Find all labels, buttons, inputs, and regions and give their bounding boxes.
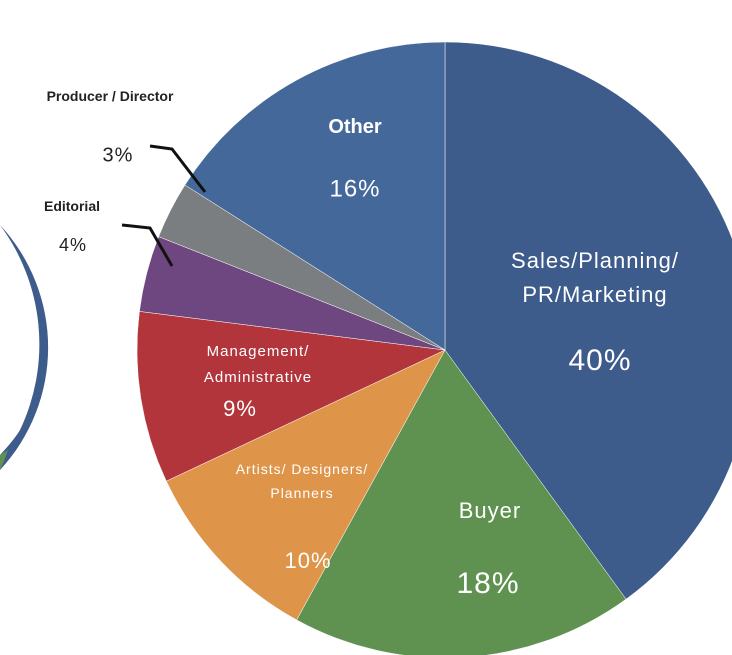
pie-slice <box>444 41 732 600</box>
neighbor-chart-edge <box>0 450 8 470</box>
slice-label: Sales/Planning/PR/Marketing <box>511 248 679 307</box>
value-label: 18% <box>456 567 519 600</box>
slice-label: Editorial <box>44 198 100 214</box>
value-label: 4% <box>59 235 87 255</box>
neighbor-chart-edge <box>0 225 49 470</box>
slice-label: Management/Administrative <box>204 343 312 386</box>
pie-slice <box>296 349 627 655</box>
slice-label: Other <box>328 116 382 138</box>
value-label: 10% <box>284 548 331 573</box>
pie-slice <box>136 311 446 482</box>
value-label: 9% <box>223 396 257 421</box>
slice-label: Buyer <box>459 498 521 523</box>
leader-line <box>149 144 207 193</box>
value-label: 16% <box>329 175 380 202</box>
slice-label: Producer / Director <box>47 88 174 104</box>
pie-slice <box>184 41 446 351</box>
slice-label: Artists/ Designers/Planners <box>236 461 369 501</box>
leader-line <box>121 223 174 267</box>
value-label: 3% <box>103 144 134 166</box>
pie-slice <box>165 349 446 621</box>
value-label: 40% <box>568 344 631 377</box>
